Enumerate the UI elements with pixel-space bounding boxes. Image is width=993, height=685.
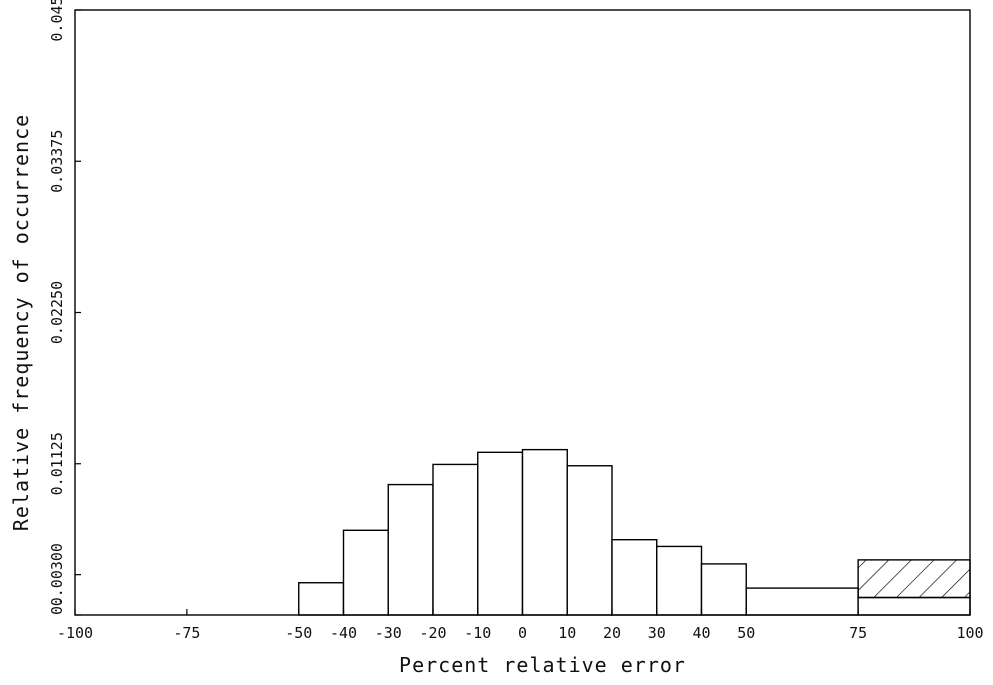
hatched-segment xyxy=(857,559,971,599)
y-tick-label: 0.00300 xyxy=(48,543,66,606)
x-tick-label: -30 xyxy=(375,624,402,642)
y-tick-label: 0.03375 xyxy=(48,130,66,193)
histogram-bar-6 xyxy=(566,465,613,616)
x-tick-label: -20 xyxy=(419,624,446,642)
bars-layer xyxy=(298,448,971,616)
x-tick-label: 20 xyxy=(603,624,621,642)
histogram-bar-10 xyxy=(745,587,859,616)
y-axis-label: Relative frequency of occurrence xyxy=(9,114,33,531)
x-tick-label: 50 xyxy=(737,624,755,642)
y-tick-label: 0.01125 xyxy=(48,432,66,495)
y-axis-ticks: 0.0.00300 0.01125 0.02250 0.03375 0.04500 xyxy=(48,0,81,616)
x-tick-label: -10 xyxy=(464,624,491,642)
x-axis-label: Percent relative error xyxy=(399,653,686,677)
histogram-bar-9 xyxy=(700,563,747,616)
y-tick-label: 0.04500 xyxy=(48,0,66,42)
histogram-bar-8 xyxy=(656,545,703,616)
x-tick-label: 0 xyxy=(518,624,527,642)
x-tick-label: 100 xyxy=(956,624,983,642)
x-tick-label: -75 xyxy=(173,624,200,642)
histogram-bar-7 xyxy=(611,539,658,616)
histogram-bar-11 xyxy=(857,596,971,616)
x-axis-ticks: -100 -75 -50 -40 -30 -20 -10 0 10 20 30 40 50 75 100 xyxy=(57,609,984,642)
y-tick-label: 0.02250 xyxy=(48,281,66,344)
histogram-bar-5 xyxy=(521,448,568,616)
histogram-bar-0 xyxy=(298,582,345,616)
histogram-bar-1 xyxy=(342,529,389,616)
histogram-bar-2 xyxy=(387,483,434,616)
x-tick-label: 75 xyxy=(849,624,867,642)
x-tick-label: 10 xyxy=(558,624,576,642)
x-tick-label: -40 xyxy=(330,624,357,642)
x-tick-label: -100 xyxy=(57,624,93,642)
x-tick-label: 40 xyxy=(692,624,710,642)
y-tick-label: 0. xyxy=(48,597,66,615)
x-tick-label: 30 xyxy=(648,624,666,642)
histogram-bar-4 xyxy=(477,451,524,616)
x-tick-label: -50 xyxy=(285,624,312,642)
hatch-layer xyxy=(857,559,971,599)
histogram-bar-3 xyxy=(432,463,479,616)
